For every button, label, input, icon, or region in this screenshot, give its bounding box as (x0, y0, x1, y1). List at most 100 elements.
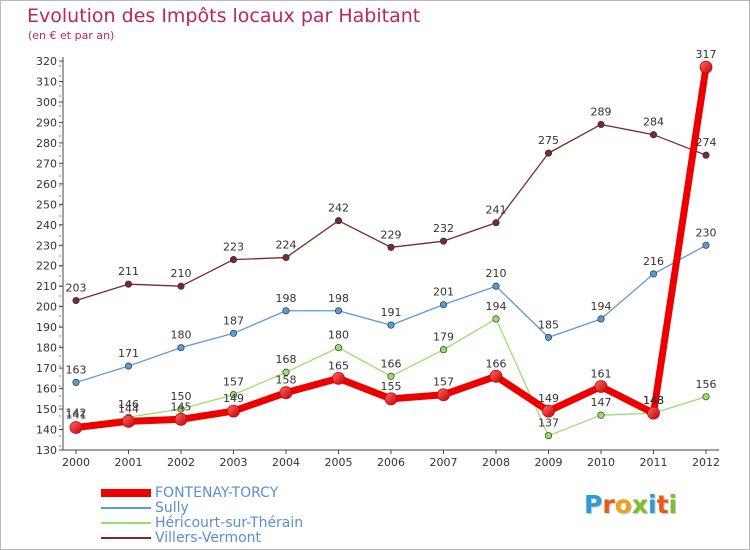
data-point (544, 333, 553, 341)
data-point (72, 378, 80, 386)
chart-subtitle: (en € et par an) (28, 29, 115, 42)
data-point (544, 149, 553, 157)
proxiti-logo: Proxiti (584, 490, 677, 519)
legend-label: Sully (155, 500, 189, 516)
data-label: 198 (328, 292, 349, 305)
data-label: 194 (591, 300, 612, 313)
y-tick-label: 180 (36, 342, 57, 355)
data-label: 147 (591, 396, 612, 409)
data-point (282, 368, 290, 376)
data-point (702, 393, 710, 401)
data-point (437, 388, 450, 402)
x-tick-label: 2009 (535, 456, 563, 469)
y-tick-label: 310 (36, 75, 57, 88)
legend-label: Villers-Vermont (155, 530, 262, 546)
logo-letter: x (631, 490, 648, 519)
data-point (384, 392, 398, 406)
data-label: 149 (223, 392, 244, 405)
data-point (649, 270, 658, 278)
logo-letter: t (656, 490, 669, 519)
data-label: 229 (381, 228, 402, 241)
data-label: 150 (171, 390, 192, 403)
data-point (699, 60, 713, 74)
data-point (597, 315, 605, 323)
data-label: 145 (171, 400, 192, 413)
x-tick-label: 2001 (115, 456, 143, 469)
data-point (229, 256, 238, 264)
data-label: 168 (276, 353, 297, 366)
data-point (124, 280, 133, 288)
data-point (492, 219, 500, 227)
data-label: 241 (486, 204, 507, 217)
legend-swatch (101, 507, 151, 509)
y-tick-label: 200 (36, 301, 57, 314)
data-label: 210 (486, 267, 507, 280)
data-label: 148 (643, 394, 664, 407)
data-label: 232 (433, 222, 454, 235)
data-label: 161 (591, 368, 612, 381)
y-tick-label: 280 (36, 137, 57, 150)
data-label: 144 (118, 402, 139, 415)
data-label: 157 (433, 376, 454, 389)
chart-title: Evolution des Impôts locaux par Habitant (27, 5, 421, 27)
data-point (439, 301, 448, 309)
y-tick-label: 290 (36, 116, 57, 129)
y-tick-label: 240 (36, 219, 57, 232)
data-label: 179 (433, 331, 454, 344)
data-point (334, 344, 343, 352)
data-label: 155 (381, 380, 402, 393)
data-point (649, 131, 658, 139)
data-point (439, 346, 448, 354)
data-label: 198 (276, 292, 297, 305)
data-point (69, 421, 83, 434)
y-tick-label: 140 (36, 424, 57, 437)
data-label: 216 (643, 255, 664, 268)
data-label: 194 (486, 300, 507, 313)
data-label: 158 (276, 374, 297, 387)
data-label: 163 (66, 363, 87, 376)
data-point (597, 411, 605, 419)
data-label: 211 (118, 265, 139, 278)
y-tick-label: 270 (36, 157, 57, 170)
data-label: 274 (696, 136, 717, 149)
data-point (334, 217, 343, 225)
x-tick-label: 2003 (220, 456, 248, 469)
y-tick-label: 190 (36, 321, 57, 334)
data-point (387, 372, 395, 380)
y-tick-label: 170 (36, 362, 57, 375)
x-tick-label: 2010 (587, 456, 615, 469)
data-label: 137 (538, 417, 559, 430)
data-point (594, 380, 608, 393)
data-label: 142 (66, 406, 87, 419)
x-tick-label: 2000 (62, 456, 90, 469)
legend-label: FONTENAY-TORCY (155, 485, 279, 501)
data-point (124, 362, 133, 370)
data-point (332, 371, 345, 385)
y-tick-label: 130 (36, 444, 57, 457)
data-label: 224 (276, 239, 297, 252)
data-label: 171 (118, 347, 139, 360)
data-point (177, 282, 185, 290)
data-label: 230 (696, 226, 717, 239)
data-point (229, 329, 238, 337)
x-tick-label: 2005 (325, 456, 353, 469)
x-tick-label: 2004 (272, 456, 300, 469)
y-tick-label: 260 (36, 178, 57, 191)
y-tick-label: 150 (36, 403, 57, 416)
data-label: 187 (223, 314, 244, 327)
y-tick-label: 300 (36, 96, 57, 109)
x-tick-label: 2012 (692, 456, 720, 469)
data-point (72, 296, 80, 305)
data-label: 317 (696, 48, 717, 61)
data-label: 180 (328, 329, 349, 342)
data-label: 148 (643, 394, 664, 407)
data-point (174, 412, 188, 426)
data-label: 284 (643, 116, 664, 129)
data-point (702, 241, 710, 249)
data-label: 166 (486, 357, 507, 370)
y-tick-label: 250 (36, 198, 57, 211)
data-point (544, 432, 553, 440)
data-point (542, 404, 555, 418)
x-tick-label: 2002 (167, 456, 195, 469)
data-label: 157 (223, 376, 244, 389)
